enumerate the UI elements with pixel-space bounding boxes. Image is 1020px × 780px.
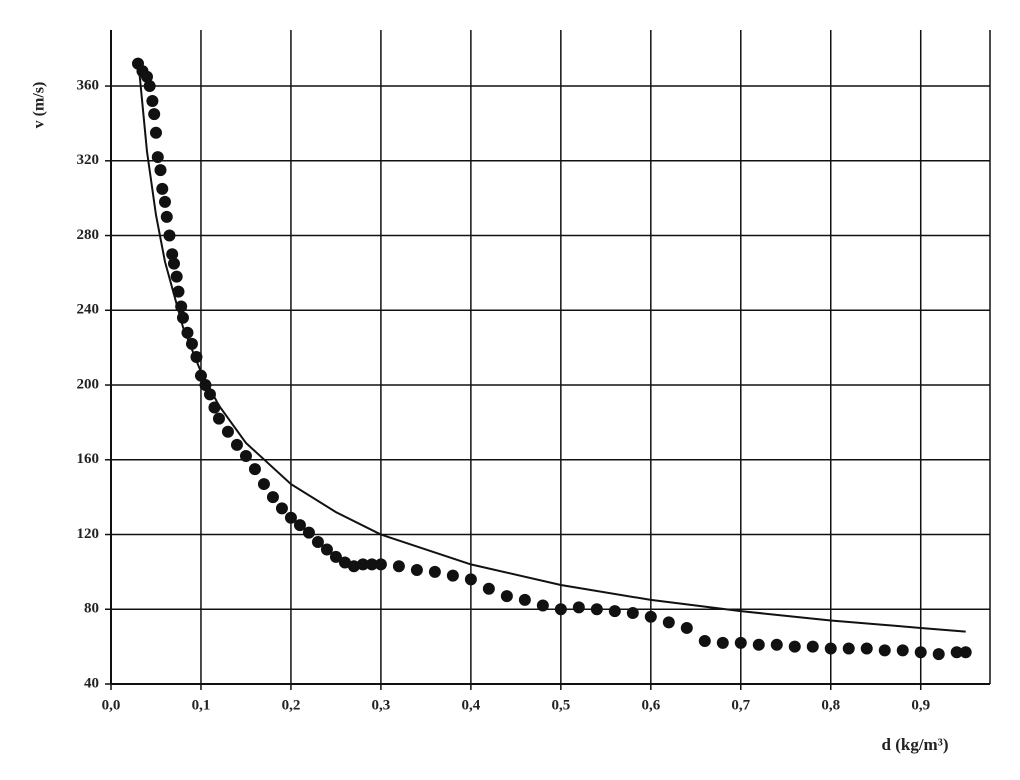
y-tick-label: 40 [84, 675, 99, 691]
x-tick-label: 0,9 [911, 697, 930, 713]
data-point [284, 511, 297, 524]
data-point [896, 644, 909, 657]
data-point [716, 636, 729, 649]
data-point [950, 646, 963, 659]
data-point [644, 610, 657, 623]
data-point [140, 70, 153, 83]
data-point [572, 601, 585, 614]
data-point [770, 638, 783, 651]
data-point [275, 502, 288, 515]
x-tick-label: 0,1 [192, 697, 211, 713]
x-tick-label: 0,3 [372, 697, 391, 713]
data-point [320, 543, 333, 556]
data-point [932, 648, 945, 661]
data-point [148, 108, 161, 121]
data-point [662, 616, 675, 629]
data-point [410, 564, 423, 577]
data-point [166, 248, 179, 261]
data-point [230, 438, 243, 451]
data-point [554, 603, 567, 616]
data-point [446, 569, 459, 582]
data-point [248, 463, 261, 476]
data-point [170, 270, 183, 283]
data-point [365, 558, 378, 571]
data-point [293, 519, 306, 532]
data-point [311, 535, 324, 548]
data-point [752, 638, 765, 651]
y-tick-label: 240 [77, 302, 100, 318]
x-tick-label: 0,5 [551, 697, 570, 713]
data-point [590, 603, 603, 616]
x-tick-label: 0,7 [731, 697, 750, 713]
data-point [788, 640, 801, 653]
data-point [149, 126, 162, 139]
data-point [806, 640, 819, 653]
y-tick-label: 200 [77, 376, 100, 392]
data-point [163, 229, 176, 242]
x-tick-label: 0,4 [462, 697, 481, 713]
data-point [878, 644, 891, 657]
x-tick-label: 0,8 [821, 697, 840, 713]
data-point [734, 636, 747, 649]
data-point [428, 565, 441, 578]
data-point [266, 491, 279, 504]
data-point [151, 151, 164, 164]
data-point [680, 621, 693, 634]
data-point [221, 425, 234, 438]
y-tick-label: 280 [77, 227, 100, 243]
data-point [158, 195, 171, 208]
data-point [518, 593, 531, 606]
y-tick-label: 160 [77, 451, 100, 467]
data-point [392, 560, 405, 573]
data-point [914, 646, 927, 659]
data-point [160, 210, 173, 223]
x-tick-label: 0,0 [102, 697, 121, 713]
data-point [482, 582, 495, 595]
data-point [608, 605, 621, 618]
data-point [154, 164, 167, 177]
data-point [698, 635, 711, 648]
data-point [500, 590, 513, 603]
x-tick-label: 0,6 [641, 697, 660, 713]
y-tick-label: 80 [84, 601, 99, 617]
y-tick-label: 320 [77, 152, 100, 168]
data-point [156, 182, 169, 195]
data-point [464, 573, 477, 586]
data-point [374, 558, 387, 571]
data-point [338, 556, 351, 569]
data-point [842, 642, 855, 655]
data-point [212, 412, 225, 425]
data-point [143, 80, 156, 93]
data-point [329, 550, 342, 563]
y-tick-label: 120 [77, 526, 100, 542]
data-point [860, 642, 873, 655]
y-axis-label: v (m/s) [31, 82, 48, 129]
data-point [626, 606, 639, 619]
data-point [146, 95, 159, 108]
data-point [172, 285, 185, 298]
data-point [536, 599, 549, 612]
y-tick-label: 360 [77, 77, 100, 93]
data-point [824, 642, 837, 655]
x-axis-label: d (kg/m³) [882, 735, 949, 754]
data-point [167, 257, 180, 270]
data-point [302, 526, 315, 539]
x-tick-label: 0,2 [282, 697, 301, 713]
data-point [203, 388, 216, 401]
data-point [959, 646, 972, 659]
data-point [257, 478, 270, 491]
data-point [347, 560, 360, 573]
fit-line [136, 57, 966, 633]
data-point [239, 450, 252, 463]
data-point [356, 558, 369, 571]
